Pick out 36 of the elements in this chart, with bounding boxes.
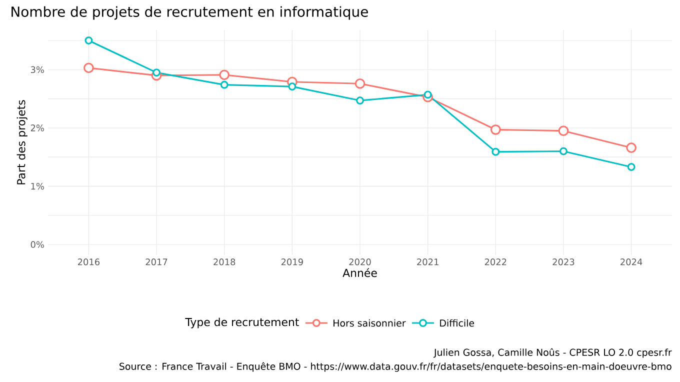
source-note: Source : France Travail - Enquête BMO - https://www.data.gouv.fr/fr/datasets/enquete-besoins-en-main-doeuvre-bmo xyxy=(120,362,672,372)
y-tick-label: 1% xyxy=(31,182,44,190)
x-tick-label: 2020 xyxy=(349,258,371,266)
point xyxy=(288,82,296,91)
chart-title: Nombre de projets de recrutement en informatique xyxy=(12,6,368,20)
point xyxy=(490,124,501,135)
point xyxy=(627,162,636,171)
x-tick-label: 2017 xyxy=(146,258,168,266)
point xyxy=(354,78,366,89)
point xyxy=(424,90,432,99)
x-tick-label: 2016 xyxy=(78,258,100,266)
point xyxy=(84,36,93,44)
x-tick-label: 2024 xyxy=(620,258,642,266)
point xyxy=(559,147,568,156)
point xyxy=(84,62,94,74)
legend-title: Type de recrutement xyxy=(185,318,299,328)
legend-label: Difficile xyxy=(440,319,474,327)
point xyxy=(152,68,161,77)
x-tick-label: 2023 xyxy=(552,258,574,266)
x-axis-title: Année xyxy=(342,268,377,278)
y-tick-label: 2% xyxy=(30,124,44,132)
y-axis-title: Part des projets xyxy=(16,100,28,184)
point xyxy=(626,142,636,153)
x-tick-label: 2018 xyxy=(214,258,236,266)
point xyxy=(219,70,230,80)
x-tick-label: 2019 xyxy=(281,258,303,266)
x-tick-label: 2022 xyxy=(484,258,506,266)
y-tick-label: 3% xyxy=(30,66,44,74)
point xyxy=(356,96,364,105)
y-tick-label: 0% xyxy=(30,241,44,248)
point xyxy=(558,126,569,136)
text: Julien Gossa, Camille Noûs - CPESR LO 2.0 cpesr.fr xyxy=(434,348,672,358)
x-tick-label: 2021 xyxy=(417,258,438,266)
legend-label: Hors saisonnier xyxy=(334,319,406,327)
point xyxy=(492,148,500,156)
point xyxy=(220,80,228,89)
